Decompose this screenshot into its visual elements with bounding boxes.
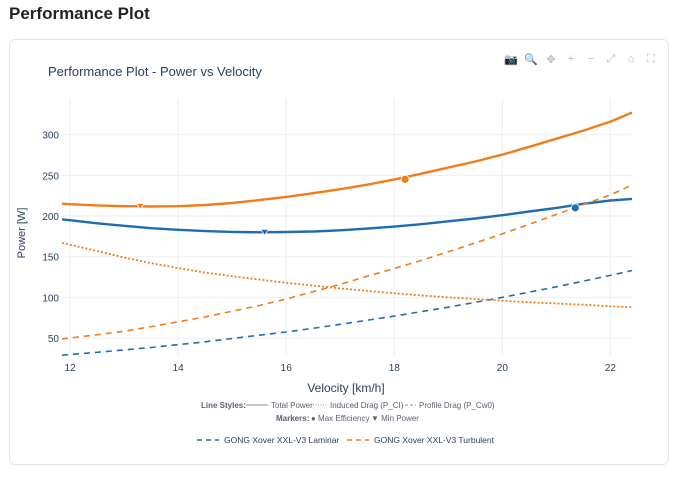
x-tick-label: 22 (605, 363, 617, 374)
y-tick-label: 200 (42, 212, 59, 223)
zoom-in-icon[interactable]: + (567, 53, 575, 65)
legend-laminar-label[interactable]: GONG Xover XXL-V3 Laminar (224, 435, 339, 445)
min-power-label: ▼ Min Power (371, 414, 419, 423)
autoscale-icon[interactable]: ⤢ (606, 52, 616, 65)
series-line-laminar-profile-drag (61, 269, 633, 356)
y-tick-label: 250 (42, 171, 59, 182)
min-power-marker[interactable] (135, 203, 146, 211)
series-line-turbulent-profile-drag (61, 184, 633, 340)
chart-card: 📷 🔍 ✥ + − ⤢ ⌂ ⛶ (9, 39, 669, 465)
y-axis-label: Power [W] (16, 208, 28, 259)
series-line-turbulent-total (61, 111, 633, 208)
max-efficiency-marker[interactable] (400, 174, 410, 184)
min-power-marker[interactable] (259, 228, 270, 237)
x-tick-label: 14 (173, 363, 185, 374)
x-tick-label: 20 (497, 363, 509, 374)
max-efficiency-label: ● Max Efficiency (311, 414, 369, 423)
x-axis-label: Velocity [km/h] (307, 381, 384, 395)
x-tick-label: 16 (281, 363, 293, 374)
line-styles-label: Line Styles: (201, 401, 246, 410)
reset-axes-icon[interactable]: ⌂ (627, 53, 635, 65)
y-tick-label: 100 (42, 293, 59, 304)
tick-labels: 12 14 16 18 20 22 50 100 150 200 250 300 (42, 131, 616, 374)
y-tick-label: 300 (42, 131, 59, 142)
total-power-label: Total Power (271, 401, 313, 410)
zoom-out-icon[interactable]: − (587, 53, 595, 65)
series-lines (61, 111, 633, 356)
x-tick-label: 18 (389, 363, 401, 374)
profile-drag-label: Profile Drag (P_Cw0) (419, 401, 495, 410)
max-efficiency-marker[interactable] (570, 203, 580, 213)
y-tick-label: 50 (48, 334, 60, 345)
zoom-icon[interactable]: 🔍 (524, 53, 538, 66)
chart-title: Performance Plot - Power vs Velocity (48, 64, 262, 79)
legend[interactable]: GONG Xover XXL-V3 Laminar GONG Xover XXL… (197, 435, 495, 445)
fullscreen-icon[interactable]: ⛶ (647, 52, 655, 65)
markers-label: Markers: (276, 414, 309, 423)
induced-drag-label: Induced Drag (P_CI) (330, 401, 404, 410)
chart-modebar: 📷 🔍 ✥ + − ⤢ ⌂ ⛶ (504, 52, 658, 66)
grid-lines (62, 98, 632, 356)
x-tick-label: 12 (65, 363, 77, 374)
y-tick-label: 150 (42, 253, 59, 264)
series-line-induced-drag (61, 242, 633, 309)
legend-turbulent-label[interactable]: GONG Xover XXL-V3 Turbulent (374, 435, 495, 445)
series-line-laminar-total (61, 197, 633, 234)
camera-icon[interactable]: 📷 (504, 53, 518, 66)
series-markers (135, 174, 580, 237)
line-style-annotation: Line Styles: Total Power Induced Drag (P… (201, 401, 495, 423)
pan-icon[interactable]: ✥ (546, 53, 556, 66)
page-title: Performance Plot (9, 4, 150, 23)
